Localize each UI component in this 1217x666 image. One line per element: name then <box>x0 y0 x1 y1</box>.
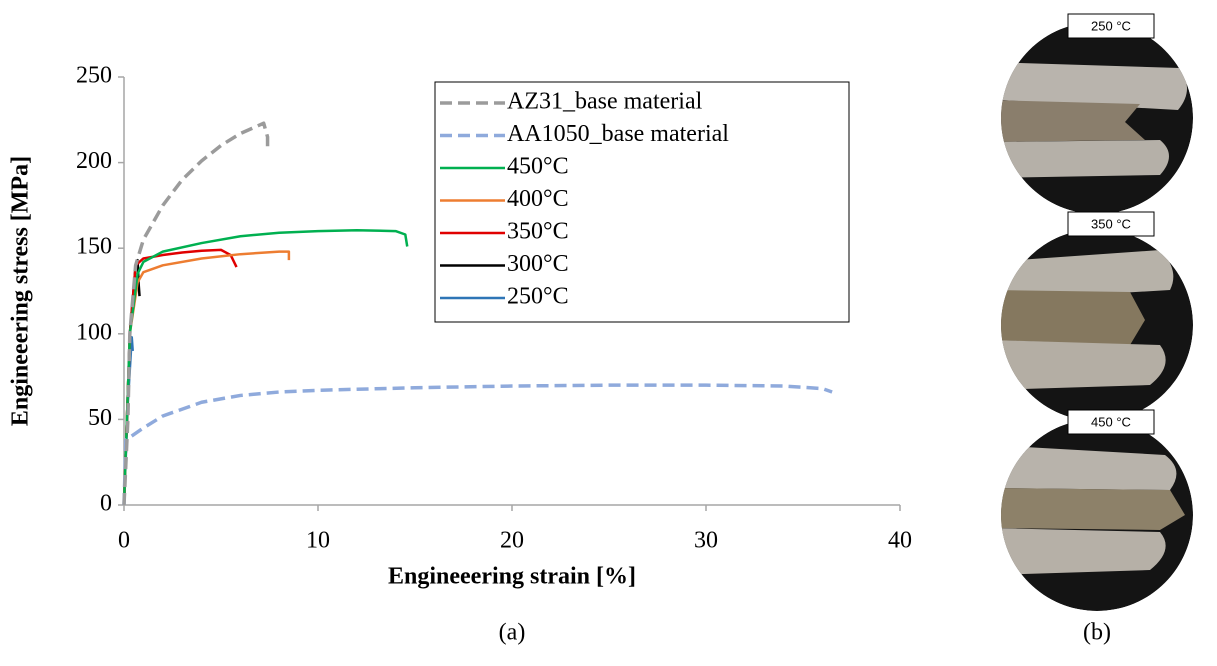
y-tick-label: 50 <box>88 405 112 431</box>
panel-label: (a) <box>499 620 526 646</box>
legend-box <box>434 81 850 323</box>
series-line <box>122 383 833 506</box>
series-line <box>122 121 270 506</box>
y-axis-title: Engineeering stress [MPa] <box>8 156 34 426</box>
photo-label: 350 °C <box>1091 216 1131 231</box>
series-line <box>122 250 291 506</box>
photo <box>1001 419 1193 611</box>
x-tick-label: 0 <box>118 528 130 554</box>
legend-label: AZ31_base material <box>507 89 703 115</box>
x-tick-label: 10 <box>306 528 330 554</box>
legend-label: 300°C <box>507 251 569 277</box>
panel-label: (b) <box>1083 620 1111 646</box>
y-tick-label: 0 <box>100 491 112 517</box>
photo-label-box <box>1067 409 1155 435</box>
series-line <box>122 248 238 506</box>
legend-label: AA1050_base material <box>507 121 729 147</box>
photo <box>1001 22 1193 214</box>
x-tick-label: 40 <box>888 528 912 554</box>
x-axis-title: Engineeering strain [%] <box>388 564 636 590</box>
legend-label: 450°C <box>507 154 569 180</box>
legend-label: 250°C <box>507 284 569 310</box>
y-tick-label: 200 <box>76 148 112 174</box>
photo-label: 450 °C <box>1091 414 1131 429</box>
y-tick-label: 150 <box>76 234 112 260</box>
photo-label: 250 °C <box>1091 18 1131 33</box>
x-tick-label: 20 <box>500 528 524 554</box>
photo-label-box <box>1067 13 1155 39</box>
series-line <box>122 228 409 506</box>
photo <box>1001 229 1193 421</box>
legend-label: 400°C <box>507 186 569 212</box>
photo-label-box <box>1067 211 1155 237</box>
photo-panel <box>1001 22 1193 611</box>
y-tick-label: 250 <box>76 63 112 89</box>
legend-label: 350°C <box>507 219 569 245</box>
y-tick-label: 100 <box>76 319 112 345</box>
x-tick-label: 30 <box>694 528 718 554</box>
